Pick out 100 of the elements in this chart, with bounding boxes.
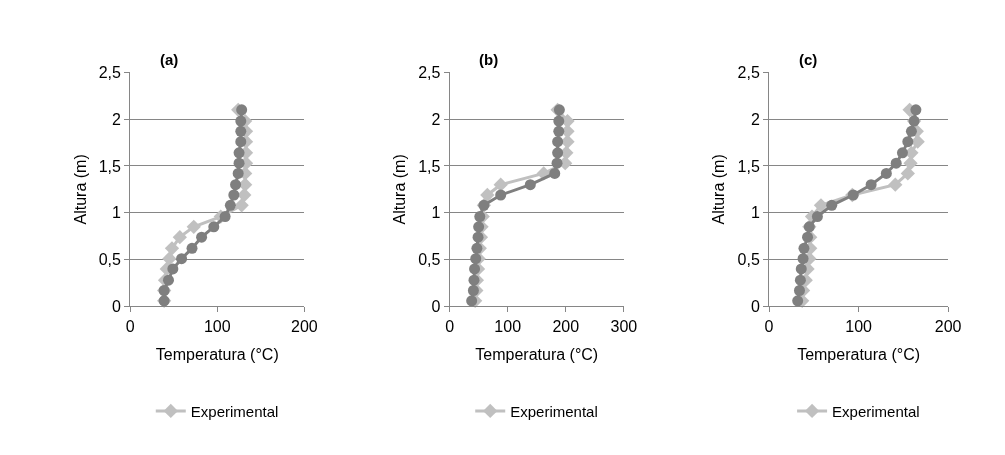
point bbox=[792, 295, 804, 307]
point bbox=[470, 253, 482, 265]
point bbox=[172, 229, 187, 245]
point bbox=[813, 198, 829, 213]
point bbox=[186, 242, 198, 254]
point bbox=[551, 157, 563, 169]
point bbox=[471, 242, 483, 254]
point bbox=[552, 147, 564, 159]
x-axis-title: Temperatura (°C) bbox=[797, 346, 921, 364]
y-axis-title: Altura (m) bbox=[391, 154, 409, 225]
y-tick-label: 2 bbox=[431, 110, 441, 128]
x-tick-label: 200 bbox=[291, 317, 318, 335]
point bbox=[236, 104, 248, 116]
point bbox=[468, 274, 480, 286]
point bbox=[234, 198, 249, 213]
point bbox=[896, 147, 908, 159]
point bbox=[176, 253, 188, 265]
point bbox=[162, 251, 177, 266]
point bbox=[235, 136, 247, 148]
y-tick-label: 2,5 bbox=[98, 63, 122, 81]
point bbox=[480, 187, 495, 203]
point bbox=[466, 295, 478, 307]
y-tick-label: 0 bbox=[431, 298, 441, 316]
y-tick-label: 2 bbox=[112, 110, 122, 128]
y-tick-label: 1 bbox=[431, 204, 441, 222]
point bbox=[888, 177, 903, 192]
point bbox=[232, 167, 244, 179]
legend-label: Experimental bbox=[510, 402, 598, 420]
point bbox=[905, 125, 917, 137]
point bbox=[793, 285, 805, 296]
point bbox=[167, 263, 179, 275]
point bbox=[552, 136, 564, 148]
point bbox=[880, 167, 892, 179]
point bbox=[910, 104, 922, 116]
y-tick-label: 2 bbox=[750, 110, 760, 128]
point bbox=[794, 274, 806, 286]
point bbox=[472, 231, 484, 243]
point bbox=[235, 125, 247, 137]
point bbox=[798, 242, 810, 254]
point bbox=[162, 274, 174, 286]
y-axis-title: Altura (m) bbox=[71, 154, 89, 225]
x-axis-title: Temperatura (°C) bbox=[155, 346, 279, 364]
x-tick-label: 300 bbox=[610, 317, 638, 335]
y-tick-label: 0,5 bbox=[98, 251, 122, 269]
point bbox=[890, 157, 902, 169]
legend-label: Experimental bbox=[832, 402, 920, 420]
point bbox=[233, 147, 245, 159]
point bbox=[553, 125, 565, 137]
y-tick-label: 1,5 bbox=[98, 157, 122, 175]
x-tick-label: 100 bbox=[845, 317, 873, 335]
y-tick-label: 1 bbox=[112, 204, 122, 222]
point bbox=[228, 189, 240, 201]
chart-title: (c) bbox=[799, 51, 818, 68]
point bbox=[469, 263, 481, 275]
point bbox=[797, 253, 809, 265]
y-tick-label: 2,5 bbox=[737, 63, 760, 81]
x-tick-label: 100 bbox=[203, 317, 231, 335]
point bbox=[900, 166, 915, 181]
point bbox=[473, 221, 485, 233]
point bbox=[495, 189, 507, 201]
y-tick-label: 0 bbox=[112, 298, 122, 316]
point bbox=[467, 285, 479, 296]
point bbox=[230, 179, 242, 191]
x-tick-label: 0 bbox=[125, 317, 135, 335]
point bbox=[865, 179, 877, 191]
point bbox=[208, 221, 220, 233]
point bbox=[186, 219, 201, 234]
y-tick-label: 2,5 bbox=[418, 63, 441, 81]
point bbox=[219, 211, 231, 223]
x-tick-label: 200 bbox=[552, 317, 580, 335]
point bbox=[233, 157, 245, 169]
point bbox=[524, 179, 536, 191]
point bbox=[795, 263, 807, 275]
y-tick-label: 0,5 bbox=[418, 251, 441, 269]
point bbox=[826, 199, 838, 211]
point bbox=[902, 136, 914, 148]
y-tick-label: 1,5 bbox=[737, 157, 760, 175]
x-tick-label: 200 bbox=[934, 317, 962, 335]
y-tick-label: 0 bbox=[750, 298, 760, 316]
y-tick-label: 0,5 bbox=[737, 251, 760, 269]
chart-title: (b) bbox=[479, 51, 499, 68]
point bbox=[235, 115, 247, 127]
y-axis-title: Altura (m) bbox=[710, 154, 728, 225]
legend-label: Experimental bbox=[190, 402, 279, 420]
point bbox=[474, 211, 486, 223]
x-axis-title: Temperatura (°C) bbox=[475, 346, 599, 364]
chart-title: (a) bbox=[160, 51, 179, 68]
point bbox=[553, 115, 565, 127]
point bbox=[164, 241, 180, 256]
y-tick-label: 1 bbox=[750, 204, 760, 222]
point bbox=[802, 231, 814, 243]
point bbox=[196, 231, 208, 243]
x-tick-label: 0 bbox=[445, 317, 455, 335]
point bbox=[549, 167, 561, 179]
x-tick-label: 100 bbox=[494, 317, 522, 335]
point bbox=[811, 211, 823, 223]
y-tick-label: 1,5 bbox=[418, 157, 441, 175]
point bbox=[224, 199, 236, 211]
x-tick-label: 0 bbox=[764, 317, 774, 335]
point bbox=[493, 177, 508, 192]
